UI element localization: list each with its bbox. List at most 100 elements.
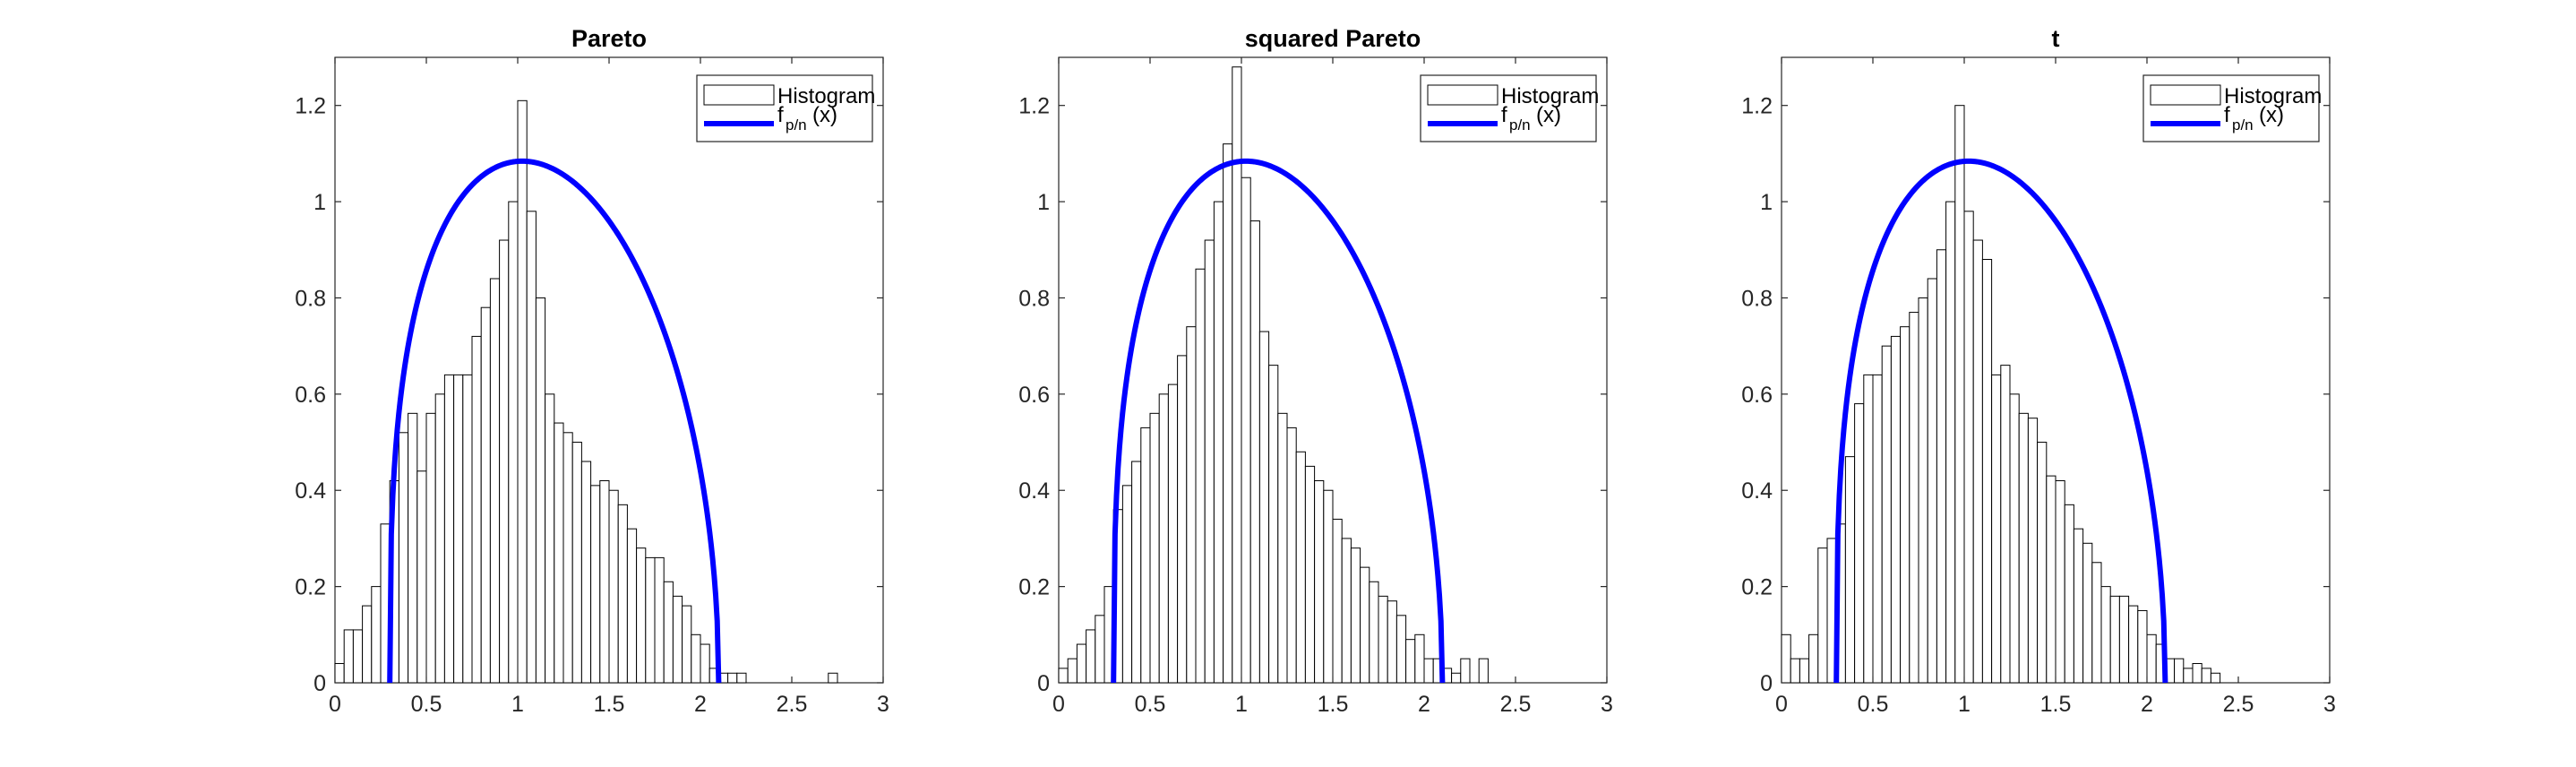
histogram-bar xyxy=(2009,393,2020,684)
histogram-bar xyxy=(2146,633,2157,684)
y-tick-label: 0.6 xyxy=(1018,383,1050,408)
histogram-bar xyxy=(562,432,573,684)
histogram-bar xyxy=(554,422,564,684)
x-tick-label: 2 xyxy=(2141,692,2153,717)
histogram-bar xyxy=(2192,663,2202,684)
histogram-bar xyxy=(1121,485,1133,684)
x-tick-label: 1 xyxy=(511,692,524,717)
y-tick-label: 0 xyxy=(1037,671,1050,696)
histogram-bar xyxy=(1872,374,1883,684)
histogram-bar xyxy=(2128,605,2139,684)
histogram-bar xyxy=(517,99,528,684)
histogram-bar xyxy=(691,633,701,684)
histogram-bar xyxy=(2064,504,2074,684)
histogram-bar xyxy=(2027,418,2039,684)
y-tick-label: 1 xyxy=(313,190,326,215)
histogram-bar xyxy=(1881,345,1892,684)
histogram-bar xyxy=(1854,403,1865,684)
legend-label-density-subscript: p/n xyxy=(786,116,807,134)
y-tick-label: 0 xyxy=(313,671,326,696)
histogram-bar xyxy=(1991,374,2002,684)
histogram-bar xyxy=(1341,538,1352,684)
histogram-bar xyxy=(1277,412,1288,684)
histogram-bar xyxy=(1972,239,1983,684)
histogram-bar xyxy=(1799,658,1810,684)
histogram-bar xyxy=(1900,326,1911,684)
y-tick-label: 0.2 xyxy=(1018,575,1050,600)
histogram-bar xyxy=(480,306,491,684)
histogram-bar xyxy=(1086,629,1096,684)
histogram-bar xyxy=(489,278,501,684)
histogram-bar xyxy=(608,489,619,684)
histogram-bar xyxy=(590,485,601,684)
histogram-bar xyxy=(545,393,555,684)
histogram-bar xyxy=(1478,658,1489,684)
histogram-bar xyxy=(453,374,464,684)
histogram-bar xyxy=(1378,595,1388,684)
histogram-bar xyxy=(1405,639,1416,684)
histogram-bar xyxy=(1451,672,1462,684)
histogram-bar xyxy=(526,211,537,684)
y-tick-label: 1.2 xyxy=(1018,94,1050,119)
x-tick-label: 0.5 xyxy=(1858,692,1889,717)
legend-label-histogram: Histogram xyxy=(777,84,875,108)
x-tick-label: 2.5 xyxy=(2223,692,2254,717)
y-tick-label: 0.4 xyxy=(1018,478,1050,504)
histogram-bar xyxy=(2018,412,2029,684)
histogram-bar xyxy=(1936,249,1947,684)
x-tick-label: 3 xyxy=(1601,692,1613,717)
density-curve xyxy=(1111,158,1446,684)
histogram-bar xyxy=(1186,326,1197,684)
histogram-bar xyxy=(1369,581,1379,684)
legend-label-density-subscript: p/n xyxy=(1509,116,1531,134)
y-tick-label: 0.8 xyxy=(1018,286,1050,311)
chart-panel-squared-pareto: 0 0.5 1 1.5 2 2.5 3 0 0.2 0.4 0.6 0.8 1 1.2 Histogramf… xyxy=(1018,25,1613,717)
x-tick-label: 2.5 xyxy=(777,692,808,717)
histogram-bar xyxy=(362,605,373,684)
histogram-bar xyxy=(828,672,838,684)
legend-label-density-argument: (x) xyxy=(2259,103,2284,127)
histogram-bar xyxy=(1304,465,1316,684)
histogram-bar xyxy=(1360,566,1370,684)
histogram-bar xyxy=(2055,479,2065,684)
y-tick-label: 0.4 xyxy=(1741,478,1773,504)
y-tick-label: 1.2 xyxy=(1741,94,1773,119)
histogram-bar xyxy=(682,605,692,684)
histogram-bar xyxy=(2037,442,2048,684)
x-tick-label: 3 xyxy=(877,692,889,717)
density-curve xyxy=(1833,158,2168,684)
histogram-bar xyxy=(471,335,482,684)
histogram-bar xyxy=(398,432,409,684)
x-tick-label: 0.5 xyxy=(411,692,442,717)
density-curve xyxy=(387,158,722,684)
histogram-bar xyxy=(2100,586,2111,684)
histogram-series xyxy=(1058,66,1489,684)
x-tick-label: 0 xyxy=(329,692,341,717)
histogram-bar xyxy=(371,586,382,684)
histogram-bar xyxy=(1076,643,1087,684)
histogram-bar xyxy=(434,393,445,684)
histogram-bar xyxy=(1314,479,1325,684)
histogram-bar xyxy=(1395,615,1407,684)
histogram-bar xyxy=(2073,528,2084,684)
histogram-bar xyxy=(1844,456,1856,684)
y-tick-label: 0.6 xyxy=(1741,383,1773,408)
y-tick-label: 1 xyxy=(1037,190,1050,215)
legend-label-density-subscript: p/n xyxy=(2232,116,2254,134)
y-tick-label: 0.8 xyxy=(295,286,326,311)
histogram-bar xyxy=(727,672,738,684)
histogram-bar xyxy=(1817,547,1828,684)
histogram-bar xyxy=(2046,475,2057,684)
x-tick-label: 1.5 xyxy=(1318,692,1349,717)
histogram-bar xyxy=(700,643,710,684)
histogram-bar xyxy=(1177,355,1188,684)
legend-label-density-argument: (x) xyxy=(812,103,837,127)
y-tick-label: 1 xyxy=(1760,190,1773,215)
y-tick-label: 0.2 xyxy=(1741,575,1773,600)
histogram-bar xyxy=(636,547,647,684)
histogram-bar xyxy=(2137,609,2148,684)
histogram-bar xyxy=(1460,658,1471,684)
histogram-bar xyxy=(1909,312,1919,684)
